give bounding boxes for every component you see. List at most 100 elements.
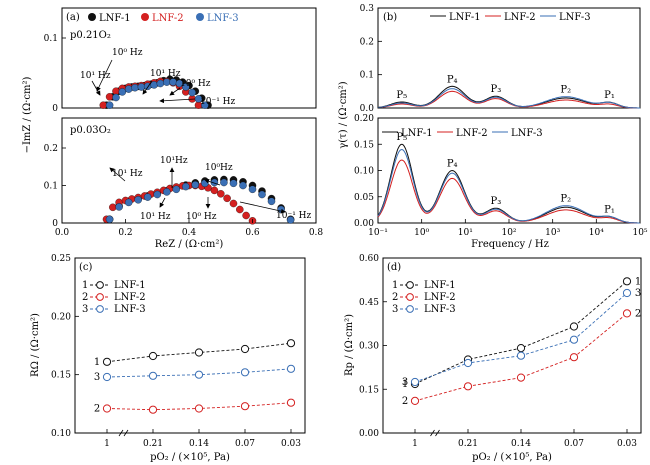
xtick-label-b-1: 10⁰ bbox=[414, 228, 429, 238]
c-point-lnf-2-2 bbox=[194, 404, 204, 413]
peak-label-bottom-3: P₂ bbox=[560, 194, 571, 205]
point-a-top-lnf-3-1 bbox=[112, 93, 120, 102]
ytick-label-b-top-2: 0.2 bbox=[360, 37, 374, 47]
d-num-start-lnf-3: 3 bbox=[402, 377, 408, 388]
point-a-bottom-lnf-3-12 bbox=[220, 178, 228, 187]
d-ytick-label-2: 0.30 bbox=[359, 342, 379, 352]
c-point-lnf-1-0 bbox=[102, 357, 112, 366]
xtick-label-a-1: 0.2 bbox=[118, 228, 132, 238]
c-point-lnf-2-3 bbox=[240, 402, 250, 411]
point-a-bottom-lnf-2-22 bbox=[242, 211, 250, 220]
d-point-lnf-1-2 bbox=[516, 344, 526, 353]
peak-label-bottom-1: P₄ bbox=[447, 158, 458, 169]
annot-a-bot-5: 10⁰ Hz bbox=[186, 212, 217, 222]
d-xtick-label-0: 1 bbox=[412, 439, 418, 449]
point-a-top-lnf-3-11 bbox=[175, 79, 184, 88]
panel-c-plot: 1 2 3 bbox=[94, 339, 296, 415]
c-point-lnf-1-3 bbox=[240, 344, 250, 354]
ytick-label-a-top-0: 0 bbox=[52, 104, 58, 114]
point-a-bottom-lnf-3-16 bbox=[258, 190, 266, 199]
peak-label-bottom-0: P₅ bbox=[396, 132, 407, 143]
d-num-start-lnf-1: 1 bbox=[402, 379, 408, 390]
ytick-label-b-bottom-4: 0.20 bbox=[354, 114, 374, 124]
annot-a-top-3-arrow bbox=[142, 80, 153, 95]
annot-a-top-2-arrow bbox=[91, 80, 101, 96]
d-point-lnf-2-1 bbox=[463, 382, 473, 391]
point-a-bottom-lnf-3-0 bbox=[105, 215, 114, 224]
point-a-top-lnf-3-7 bbox=[150, 81, 158, 89]
c-legend-num-1: 2 bbox=[82, 292, 88, 303]
d-ytick-label-4: 0.60 bbox=[359, 254, 379, 264]
point-a-top-lnf-3-13 bbox=[188, 88, 196, 97]
annot-a-bot-1: 10¹ Hz bbox=[112, 169, 143, 179]
d-legend-label-1: LNF-2 bbox=[424, 292, 456, 303]
c-legend-marker-1 bbox=[96, 293, 104, 301]
c-point-lnf-3-2 bbox=[194, 370, 204, 379]
drt-curve-bottom-lnf-3 bbox=[377, 148, 640, 224]
point-a-bottom-lnf-3-8 bbox=[182, 182, 190, 191]
point-a-bottom-lnf-3-11 bbox=[210, 178, 219, 187]
d-point-lnf-2-3 bbox=[569, 353, 579, 362]
d-legend-label-0: LNF-1 bbox=[424, 280, 456, 291]
c-xtick-label-1: 0.21 bbox=[143, 439, 163, 449]
ytick-label-b-top-3: 0.3 bbox=[360, 4, 375, 14]
d-point-lnf-2-4 bbox=[622, 309, 632, 318]
d-legend-num-2: 3 bbox=[392, 304, 398, 315]
annot-a-bot-6: 10⁻¹ Hz bbox=[276, 211, 312, 221]
panel-a-top-annotations: 10⁰ Hz 10¹ Hz 10¹ Hz 10⁰ Hz 10⁻¹ Hz bbox=[80, 48, 236, 107]
panel-a-y-ticks: 0 0.1 0 0.1 0.2 bbox=[44, 34, 66, 229]
d-axis-break bbox=[430, 429, 440, 437]
d-point-lnf-1-3 bbox=[569, 322, 579, 331]
panel-a-xlabel: ReZ / (Ω·cm²) bbox=[155, 239, 224, 250]
c-num-start-lnf-1: 1 bbox=[94, 357, 100, 368]
point-a-top-lnf-3-10 bbox=[169, 78, 177, 86]
point-a-bottom-lnf-3-13 bbox=[229, 179, 238, 188]
panel-d-frame bbox=[382, 257, 642, 434]
annot-a-top-2: 10¹ Hz bbox=[80, 71, 111, 81]
panel-c-frame bbox=[74, 257, 306, 434]
annot-a-bot-3-arrow bbox=[204, 178, 221, 186]
drt-curve-top-lnf-3 bbox=[377, 88, 640, 109]
panel-a-bottom-annotations: 10¹ Hz 10¹Hz 10⁰Hz 10¹ Hz 10⁰ Hz 10⁻¹ Hz bbox=[109, 156, 312, 222]
annot-a-top-1-arrow bbox=[96, 59, 113, 92]
d-legend-label-2: LNF-3 bbox=[424, 304, 456, 315]
d-ytick-label-3: 0.45 bbox=[359, 298, 379, 308]
point-a-bottom-lnf-2-20 bbox=[229, 199, 238, 208]
panel-c-xlabel: pO₂ / (×10⁵, Pa) bbox=[150, 452, 230, 463]
point-a-top-lnf-3-12 bbox=[182, 83, 190, 91]
panel-b: 10⁻¹ 10⁰ 10¹ 10² 10³ 10⁴ 10⁵ 0.00.10.20.30.000… bbox=[338, 4, 648, 250]
ytick-label-b-bottom-2: 0.10 bbox=[354, 167, 374, 177]
panel-c: 123 1 0.21 0.14 0.07 0.030.100.150.200.25 (c… bbox=[30, 254, 306, 463]
panel-a-ylabel: −ImZ / (Ω·cm²) bbox=[22, 76, 33, 153]
point-a-bottom-lnf-3-19 bbox=[286, 216, 295, 224]
legend-b-bot-label-lnf1: LNF-1 bbox=[401, 128, 433, 139]
d-ytick-label-0: 0.00 bbox=[359, 429, 379, 439]
panel-a-bottom-plot bbox=[102, 175, 295, 225]
panel-b-ylabel: γ(τ) / (Ω·cm²) bbox=[338, 81, 349, 149]
panel-a-x-ticks: 0.0 0.2 0.4 0.6 0.8 bbox=[55, 219, 323, 238]
c-num-start-lnf-2: 2 bbox=[94, 404, 100, 415]
panel-b-xlabel: Frequency / Hz bbox=[471, 239, 549, 250]
panel-a-tag: (a) bbox=[66, 12, 80, 23]
c-legend-label-0: LNF-1 bbox=[114, 280, 146, 291]
d-xtick-label-4: 0.03 bbox=[617, 439, 637, 449]
point-a-top-lnf-3-4 bbox=[131, 83, 139, 92]
c-num-start-lnf-3: 3 bbox=[94, 372, 100, 383]
point-a-bottom-lnf-3-6 bbox=[163, 188, 171, 196]
panel-b-top-legend: LNF-1 LNF-2 LNF-3 bbox=[430, 12, 591, 23]
annot-a-top-5: 10⁻¹ Hz bbox=[200, 97, 236, 107]
panel-a: 0.0 0.2 0.4 0.6 0.8 0 0.1 0 0.1 0.2 (a) LNF-1 LN… bbox=[22, 7, 323, 250]
d-legend-marker-1 bbox=[406, 293, 414, 301]
d-xtick-label-1: 0.21 bbox=[458, 439, 478, 449]
c-point-lnf-3-4 bbox=[286, 364, 296, 373]
c-point-lnf-1-1 bbox=[148, 351, 158, 361]
point-a-bottom-lnf-3-1 bbox=[115, 203, 123, 211]
c-ytick-label-1: 0.15 bbox=[51, 371, 71, 381]
xtick-label-b-5: 10⁴ bbox=[589, 228, 604, 238]
point-a-bottom-lnf-3-2 bbox=[124, 198, 133, 207]
ytick-label-a-bottom-2: 0.2 bbox=[44, 144, 58, 154]
annot-a-top-3: 10¹ Hz bbox=[150, 69, 181, 79]
d-point-lnf-3-3 bbox=[569, 335, 579, 344]
point-a-bottom-lnf-3-3 bbox=[134, 196, 142, 204]
